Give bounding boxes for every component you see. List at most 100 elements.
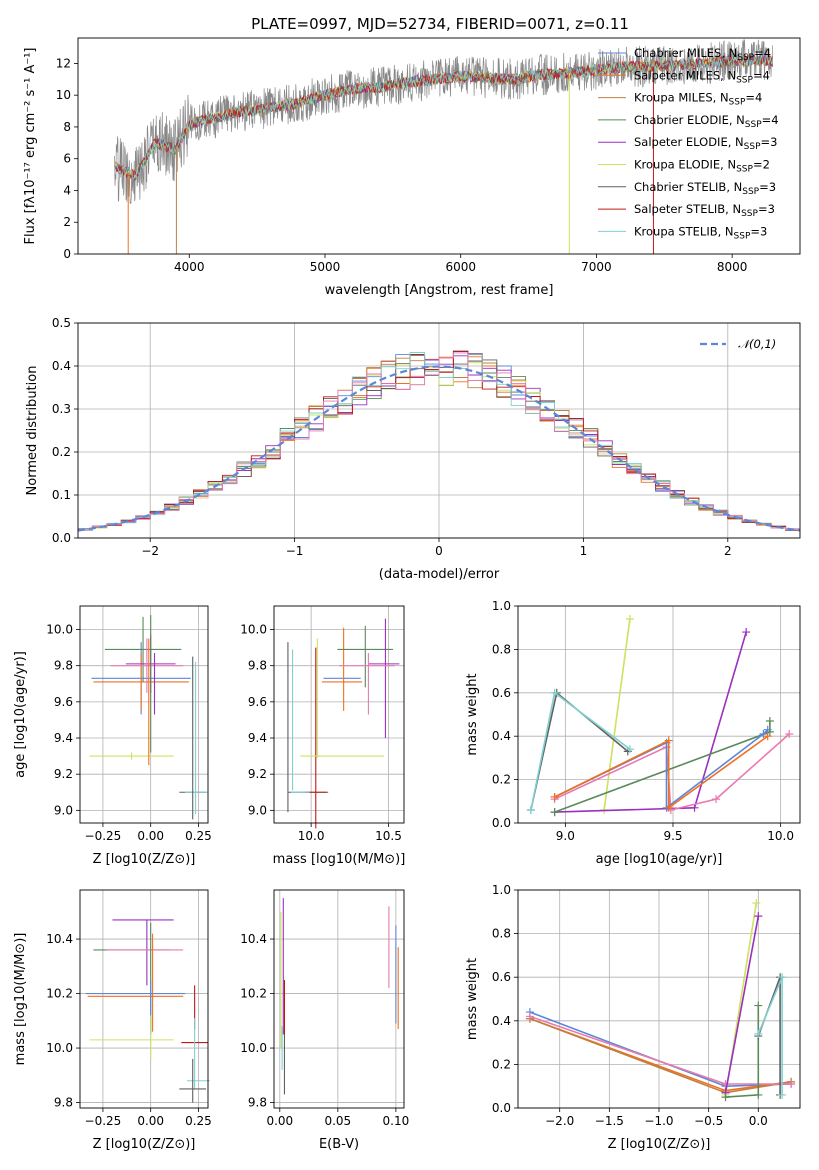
weight-point-marker [625, 745, 634, 754]
y-tick-label: 1.0 [492, 883, 511, 897]
x-tick-label: 9.5 [663, 829, 682, 843]
weight-series-line [529, 1011, 792, 1088]
weight-point-marker [765, 717, 774, 726]
y-tick-label: 2 [63, 215, 71, 229]
y-tick-label: 0.2 [492, 773, 511, 787]
weight-point-marker [690, 803, 699, 812]
weight-point-marker [754, 1001, 763, 1010]
x-axis-label: age [log10(age/yr)] [596, 852, 723, 867]
x-tick-label: 10.5 [375, 829, 402, 843]
y-axis-label: age [log10(age/yr)] [13, 651, 28, 778]
y-tick-label: 0.8 [492, 642, 511, 656]
weight-series-line [554, 721, 771, 813]
axes-frame [77, 322, 801, 539]
x-tick-label: 0.05 [324, 1114, 351, 1128]
weight-point-marker [550, 688, 559, 697]
axes-frame [79, 889, 209, 1109]
x-axis-label: Z [log10(Z/Z⊙)] [608, 1137, 711, 1152]
x-axis-label: Z [log10(Z/Z⊙)] [93, 1137, 196, 1152]
y-tick-label: 0.6 [492, 686, 511, 700]
x-tick-label: 0.0 [749, 1114, 768, 1128]
weight-point-marker [787, 1080, 796, 1089]
x-axis-label: E(B-V) [319, 1137, 359, 1152]
mass-age-panel: 10.0 10.5 9.0 9.2 9.4 9.6 9.8 10.0 mass [log10(M… [240, 605, 406, 867]
x-axis-label: mass [log10(M/M⊙)] [273, 852, 406, 867]
weight-point-marker [754, 1090, 763, 1099]
y-tick-label: 6 [63, 152, 71, 166]
y-tick-label: 0.4 [492, 1014, 511, 1028]
weight-point-marker [778, 973, 787, 982]
x-tick-label: 0.10 [383, 1114, 410, 1128]
y-tick-label: 10.2 [46, 987, 73, 1001]
x-tick-label: 0.00 [137, 829, 164, 843]
y-tick-label: 4 [63, 183, 71, 197]
x-tick-label: 0.25 [185, 1114, 212, 1128]
x-tick-label: 10.0 [767, 829, 794, 843]
y-tick-label: 9.6 [54, 695, 73, 709]
x-tick-label: −0.25 [85, 829, 122, 843]
spectrum-lines [114, 38, 773, 254]
legend-entry: Chabrier STELIB, NSSP=3 [634, 180, 776, 197]
weight-point-marker [721, 1093, 730, 1102]
weight-point-marker [550, 792, 559, 801]
y-tick-label: 9.8 [54, 1096, 73, 1110]
residuals-panel: −2 −1 0 1 2 0.0 0.1 0.2 0.3 0.4 0.5 (data-model)/er… [25, 316, 801, 582]
y-tick-label: 1.0 [492, 599, 511, 613]
x-tick-label: −1.5 [595, 1114, 624, 1128]
y-tick-label: 0.3 [52, 402, 71, 416]
y-tick-label: 10.4 [46, 932, 73, 946]
model-line-salpeter-stelib [114, 54, 773, 180]
legend-entry: Kroupa ELODIE, NSSP=2 [634, 158, 770, 175]
weight-point-marker [754, 1029, 763, 1038]
weight-series-line [530, 691, 631, 811]
y-tick-label: 0.2 [52, 445, 71, 459]
spectrum-panel: 4000 5000 6000 7000 8000 0 2 4 6 8 10 12 wavelength … [23, 37, 801, 298]
weight-point-marker [721, 1080, 730, 1089]
weight-point-marker [778, 1090, 787, 1099]
weight-series-line [724, 916, 760, 1093]
weight-point-marker [763, 732, 772, 741]
y-axis-label: Flux [fλ10⁻¹⁷ erg cm⁻² s⁻¹ A⁻¹] [23, 48, 38, 245]
x-tick-label: −2.0 [545, 1114, 574, 1128]
weight-series-line [603, 618, 631, 811]
x-tick-label: −0.5 [694, 1114, 723, 1128]
legend-entry: Chabrier ELODIE, NSSP=4 [634, 113, 779, 130]
y-tick-label: 0.0 [492, 816, 511, 830]
chart-panels: 4000 5000 6000 7000 8000024681012wavelength … [13, 37, 801, 1152]
y-tick-label: 9.8 [248, 659, 267, 673]
weight-point-marker [525, 1012, 534, 1021]
x-tick-label: 6000 [445, 260, 476, 274]
axes-frame [517, 605, 801, 824]
x-tick-label: 1 [580, 544, 588, 558]
y-tick-label: 9.0 [54, 803, 73, 817]
x-tick-label: 4000 [174, 260, 205, 274]
weight-series-line [554, 735, 769, 810]
y-tick-label: 9.4 [54, 731, 73, 745]
y-tick-label: 0.2 [492, 1057, 511, 1071]
y-tick-label: 0.5 [52, 316, 71, 330]
normal-curve-line [78, 365, 800, 532]
weight-point-marker [664, 736, 673, 745]
y-tick-label: 9.4 [248, 731, 267, 745]
weight-series-line [554, 729, 769, 810]
y-axis-label: Normed distribution [25, 366, 40, 496]
axes-frame [273, 889, 405, 1109]
weight-point-marker [759, 730, 768, 739]
axes-frame [79, 605, 209, 824]
histogram-lines [78, 350, 800, 533]
y-tick-label: 10.0 [240, 1041, 267, 1055]
weight-point-marker [754, 912, 763, 921]
y-tick-label: 0.0 [492, 1101, 511, 1115]
y-tick-label: 8 [63, 120, 71, 134]
y-tick-label: 10.0 [46, 623, 73, 637]
x-axis-label: wavelength [Angstrom, rest frame] [325, 283, 554, 298]
weight-point-marker [625, 615, 634, 624]
weight-point-marker [785, 730, 794, 739]
y-tick-label: 10.4 [240, 932, 267, 946]
axes-frame [517, 889, 801, 1109]
y-tick-label: 0.4 [492, 729, 511, 743]
y-tick-label: 9.2 [248, 767, 267, 781]
weight-age-panel: 9.0 9.5 10.0 0.0 0.2 0.4 0.6 0.8 1.0 age [log10(a… [465, 599, 801, 867]
weight-point-marker [550, 808, 559, 817]
x-tick-label: 9.0 [556, 829, 575, 843]
